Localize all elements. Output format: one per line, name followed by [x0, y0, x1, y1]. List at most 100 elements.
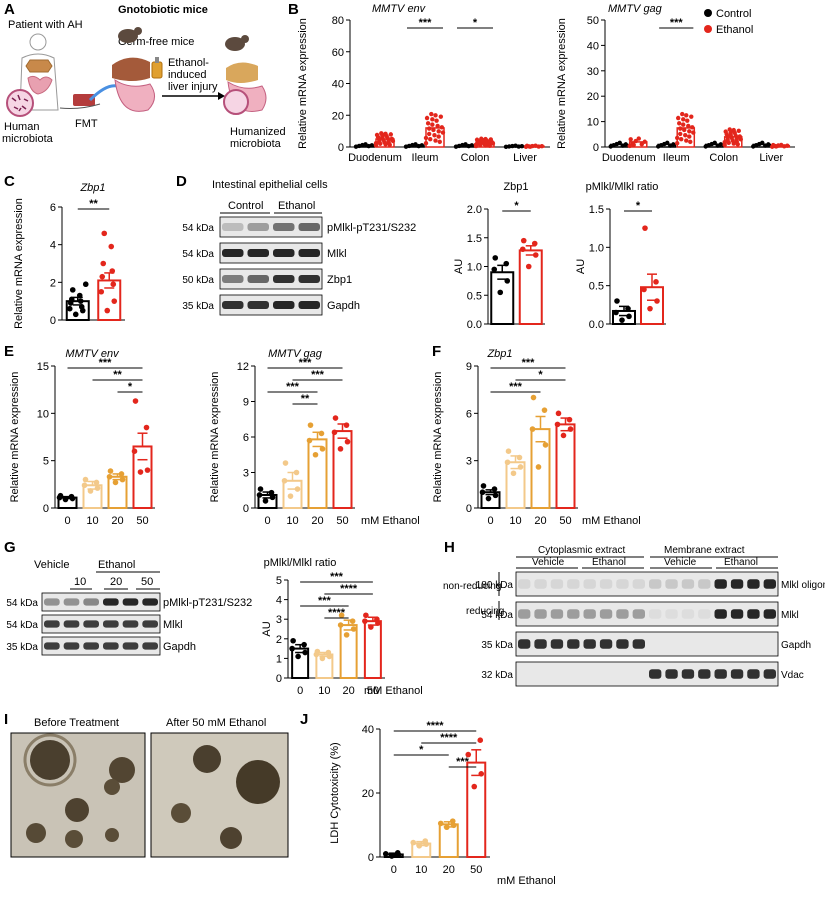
data-point: [312, 451, 319, 458]
blot-h-cyto-ethanol: Ethanol: [592, 557, 626, 568]
x-tick-label: 0: [297, 685, 303, 697]
chart-mmtv-gag-dose: MMTV gag 0 3 6 9 12 Relative mRNA expression 0 1…: [209, 348, 355, 527]
data-point-ethanol: [679, 137, 684, 142]
y-tick-label: 5: [276, 575, 282, 587]
blot-g-dose-10: 10: [74, 576, 86, 588]
y-tick-label: 9: [466, 361, 472, 373]
data-point: [471, 783, 478, 790]
data-point: [497, 289, 504, 296]
data-point: [325, 649, 332, 656]
blot-band: [763, 669, 776, 679]
data-point: [98, 288, 105, 295]
blot-band: [583, 579, 596, 589]
data-point-ethanol: [627, 143, 632, 149]
sig-label: ***: [286, 381, 300, 393]
blot-g-ethanol: Ethanol: [98, 559, 135, 571]
chart-title: Zbp1: [503, 181, 528, 193]
kda-label: 180 kDa: [476, 580, 514, 591]
data-point-ethanol: [684, 113, 689, 118]
ethanol-label-2: induced: [168, 69, 207, 81]
y-tick-label: 60: [332, 47, 344, 59]
y-axis-label: Relative mRNA expression: [297, 18, 309, 149]
data-point: [642, 225, 648, 231]
y-tick-label: 0.5: [467, 290, 482, 302]
data-point-ethanol: [639, 142, 644, 147]
blot-band: [142, 620, 158, 628]
data-point: [520, 237, 527, 244]
panel-i: I Before Treatment After 50 mM Ethanol: [4, 711, 289, 858]
y-tick-label: 9: [243, 397, 249, 409]
y-tick-label: 2: [276, 634, 282, 646]
data-point: [72, 311, 79, 318]
blot-band: [567, 609, 580, 619]
data-point: [319, 446, 326, 452]
blot-band: [298, 301, 320, 309]
blot-band: [583, 609, 596, 619]
data-point-ethanol: [428, 137, 433, 142]
data-point: [68, 296, 75, 303]
band-label: Gapdh: [327, 300, 360, 312]
data-point-ethanol: [480, 137, 485, 143]
data-point: [388, 853, 395, 859]
data-point: [338, 612, 345, 619]
data-point: [332, 415, 339, 421]
data-point-ethanol: [678, 126, 683, 131]
data-point-ethanol: [680, 111, 685, 117]
chart-mmtv-env-tissue: MMTV env 0 20 40 60 80 Relative mRNA expressio…: [297, 3, 550, 164]
band-label: pMlkl-pT231/S232: [163, 597, 252, 609]
bar: [438, 823, 459, 858]
y-tick-label: 0: [466, 503, 472, 515]
data-point-ethanol: [731, 141, 736, 146]
data-point: [314, 648, 321, 655]
y-tick-label: 0.0: [589, 319, 604, 331]
data-point: [132, 398, 139, 404]
blot-band: [222, 223, 244, 231]
data-point: [410, 839, 417, 846]
data-point: [66, 305, 73, 312]
data-point-ethanol: [429, 111, 434, 117]
data-point: [293, 469, 300, 476]
panel-e-label: E: [4, 343, 14, 360]
data-point: [100, 260, 107, 267]
data-point-ethanol: [423, 135, 429, 141]
data-point: [477, 737, 484, 743]
data-point-ethanol: [631, 142, 636, 148]
kda-label: 35 kDa: [481, 640, 513, 651]
y-tick-label: 10: [587, 117, 599, 129]
x-tick-label: 50: [470, 864, 482, 876]
blot-band: [616, 639, 629, 649]
kda-label: 54 kDa: [6, 620, 38, 631]
data-point: [478, 771, 485, 777]
y-tick-label: 20: [587, 91, 599, 103]
data-point: [554, 421, 561, 428]
sig-label: *: [538, 369, 543, 381]
blot-band: [632, 579, 645, 589]
x-tick-label: Liver: [759, 152, 783, 164]
organoid-before-title: Before Treatment: [34, 717, 119, 729]
panel-h-label: H: [444, 539, 455, 556]
y-tick-label: 50: [587, 15, 599, 27]
sig-label: **: [113, 369, 122, 381]
sig-label: ****: [426, 720, 444, 732]
data-point-ethanol: [388, 132, 394, 137]
legend-marker-control: [704, 9, 712, 17]
patient-figure-icon: [19, 33, 59, 111]
data-point: [542, 442, 549, 448]
organoid-after-image: [150, 732, 289, 858]
human-microbiota-label-1: Human: [4, 121, 39, 133]
blot-band: [665, 579, 678, 589]
humanized-label-1: Humanized: [230, 126, 286, 138]
data-point-ethanol: [734, 136, 739, 141]
data-point: [301, 641, 307, 648]
chart-title: MMTV env: [65, 348, 120, 360]
y-tick-label: 0: [243, 503, 249, 515]
data-point-ethanol: [738, 137, 743, 142]
data-point: [268, 489, 275, 496]
y-tick-label: 0: [43, 503, 49, 515]
data-point-ethanol: [689, 114, 694, 119]
blot-h-mem-vehicle: Vehicle: [664, 557, 697, 568]
organoid-after-title: After 50 mM Ethanol: [166, 717, 266, 729]
data-point: [131, 448, 138, 455]
y-tick-label: 10: [37, 408, 49, 420]
data-point: [104, 307, 111, 314]
